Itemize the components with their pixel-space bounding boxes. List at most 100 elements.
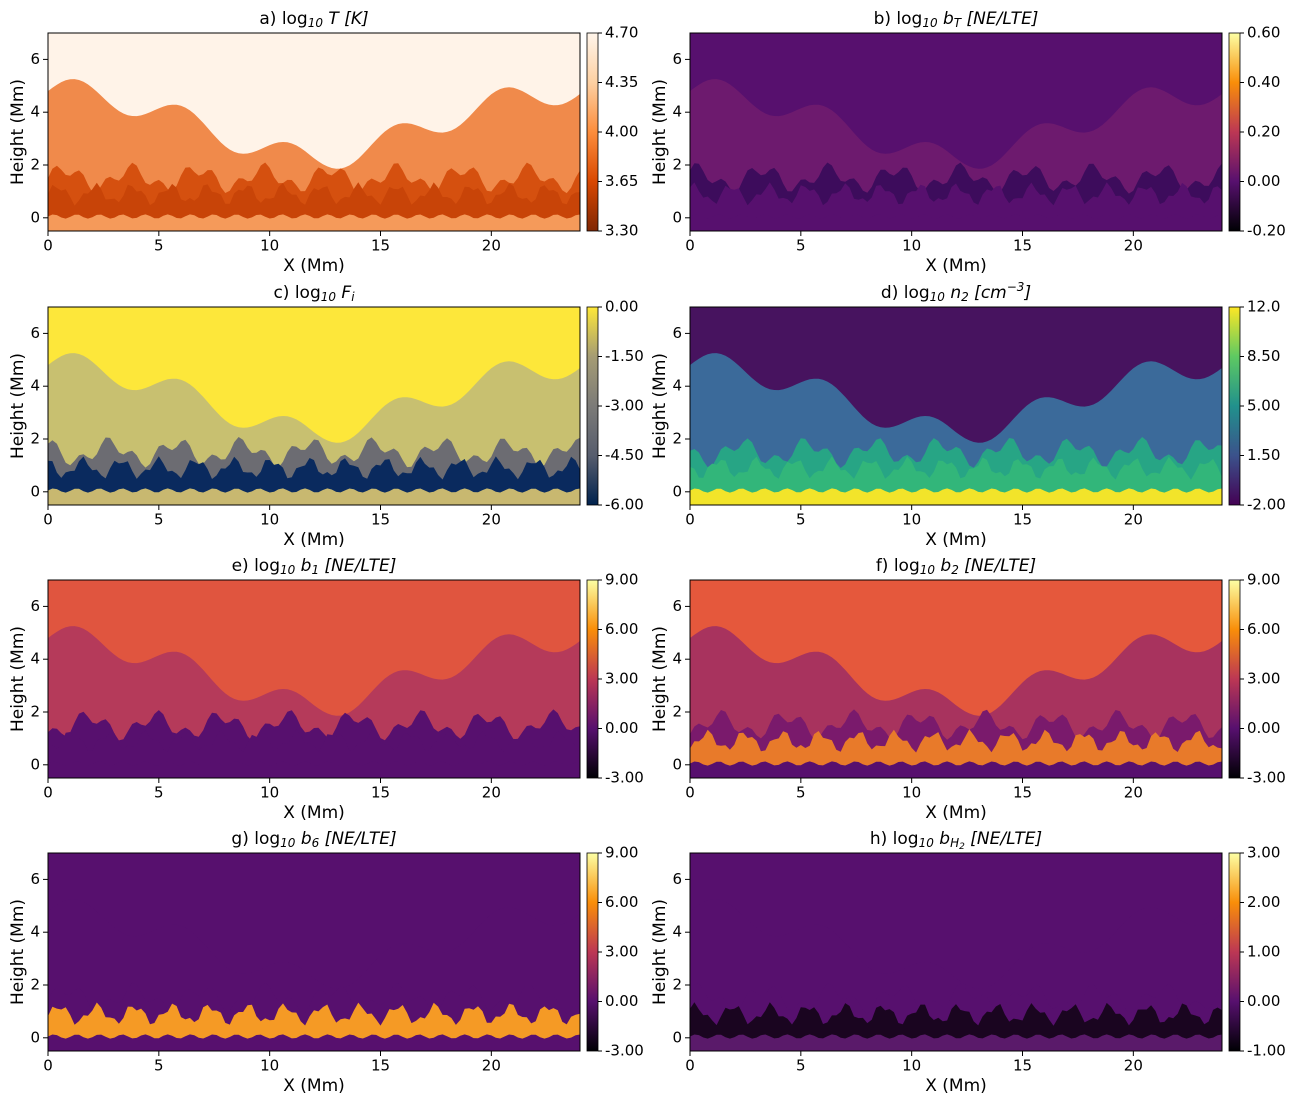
y-tick-label: 4 (672, 923, 682, 941)
y-tick-label: 0 (672, 1028, 682, 1046)
title-run: F (336, 283, 351, 303)
y-tick-label: 6 (30, 324, 40, 342)
colorbar (586, 579, 599, 779)
y-axis-label: Height (Mm) (8, 899, 28, 1005)
colorbar-tick-label: 0.00 (605, 992, 638, 1010)
colorbar (586, 306, 599, 506)
plot-frame (47, 32, 581, 232)
title-run: b (935, 556, 951, 576)
x-tick-label: 20 (482, 511, 501, 529)
panel-title: f) log10 b2 [NE/LTE] (876, 556, 1036, 577)
colorbar-tick-label: 0.00 (605, 719, 638, 737)
plot-frame (689, 32, 1223, 232)
x-tick-label: 0 (43, 1057, 53, 1075)
y-tick-label: 0 (30, 755, 40, 773)
y-tick-label: 0 (30, 482, 40, 500)
colorbar-tick-label: -3.00 (605, 769, 644, 787)
x-axis-label: X (Mm) (283, 256, 345, 276)
colorbar-tick-label: 0.00 (1247, 992, 1280, 1010)
colorbar-tick-label: -3.00 (1247, 769, 1286, 787)
x-tick-label: 20 (1124, 784, 1143, 802)
x-tick-label: 10 (260, 237, 279, 255)
x-tick-label: 20 (1124, 237, 1143, 255)
bottom-region (48, 214, 580, 231)
x-tick-label: 5 (154, 1057, 164, 1075)
colorbar-tick-label: 1.50 (1247, 446, 1280, 464)
title-run: −3 (1007, 280, 1025, 294)
colorbar-tick-label: 3.00 (1247, 670, 1280, 688)
title-run: b (934, 829, 950, 849)
colorbar-tick-label: 0.00 (1247, 719, 1280, 737)
title-run: h) log (870, 829, 919, 849)
x-tick-label: 15 (1013, 511, 1032, 529)
colorbar-tick-label: 1.00 (1247, 943, 1280, 961)
x-tick-label: 15 (371, 1057, 390, 1075)
plot-frame (47, 306, 581, 506)
title-run: 10 (308, 16, 324, 30)
y-tick-label: 2 (672, 156, 682, 174)
x-axis-label: X (Mm) (925, 530, 987, 550)
title-run: [NE/LTE] (959, 556, 1036, 576)
colorbar-tick-label: 9.00 (605, 571, 638, 589)
y-tick-label: 4 (30, 650, 40, 668)
x-axis-label: X (Mm) (925, 1076, 987, 1095)
heatmap-image (48, 307, 580, 505)
y-tick-label: 2 (672, 976, 682, 994)
colorbar (1228, 306, 1241, 506)
y-axis-label: Height (Mm) (8, 626, 28, 732)
y-tick-label: 6 (672, 50, 682, 68)
x-axis-label: X (Mm) (925, 256, 987, 276)
title-run: 10 (920, 563, 936, 577)
title-run: g) log (231, 829, 280, 849)
panel-title: h) log10 bH2 [NE/LTE] (870, 829, 1042, 852)
colorbar (1228, 852, 1241, 1052)
bottom-region (690, 214, 1222, 231)
x-tick-label: 15 (371, 511, 390, 529)
title-run: b (295, 829, 311, 849)
colorbar-tick-label: 5.00 (1247, 397, 1280, 415)
heatmap-image (48, 33, 580, 231)
colorbar-tick-label: 4.35 (605, 73, 638, 91)
plot-frame (689, 852, 1223, 1052)
colorbar-tick-label: -1.50 (605, 347, 644, 365)
colorbar-tick-label: -3.00 (605, 397, 644, 415)
x-axis-label: X (Mm) (283, 803, 345, 823)
x-tick-label: 15 (1013, 1057, 1032, 1075)
title-run: H (950, 836, 959, 850)
bottom-region (690, 1034, 1222, 1051)
y-tick-label: 2 (672, 703, 682, 721)
x-tick-label: 10 (902, 511, 921, 529)
panel-title: b) log10 bT [NE/LTE] (874, 9, 1039, 30)
colorbar-tick-label: 9.00 (1247, 571, 1280, 589)
y-tick-label: 0 (30, 1028, 40, 1046)
title-run: b (295, 556, 311, 576)
x-tick-label: 0 (43, 784, 53, 802)
title-run: [cm (969, 283, 1007, 303)
plot-frame (689, 579, 1223, 779)
colorbar-tick-label: 3.00 (605, 943, 638, 961)
panel-title: e) log10 b1 [NE/LTE] (232, 556, 397, 577)
colorbar-tick-label: 3.00 (605, 670, 638, 688)
heatmap-image (48, 853, 580, 1051)
colorbar-tick-label: -1.00 (1247, 1042, 1286, 1060)
title-run: n (945, 283, 961, 303)
x-tick-label: 0 (43, 511, 53, 529)
panel-title: d) log10 n2 [cm−3] (881, 280, 1031, 304)
colorbar (586, 852, 599, 1052)
title-run: 2 (961, 290, 969, 304)
colorbar (1228, 579, 1241, 779)
x-tick-label: 20 (1124, 1057, 1143, 1075)
colorbar-tick-label: -0.20 (1247, 222, 1286, 240)
plot-frame (689, 306, 1223, 506)
x-tick-label: 20 (482, 1057, 501, 1075)
x-tick-label: 0 (43, 237, 53, 255)
y-tick-label: 6 (30, 50, 40, 68)
y-tick-label: 0 (672, 482, 682, 500)
x-tick-label: 0 (685, 511, 695, 529)
x-axis-label: X (Mm) (283, 530, 345, 550)
